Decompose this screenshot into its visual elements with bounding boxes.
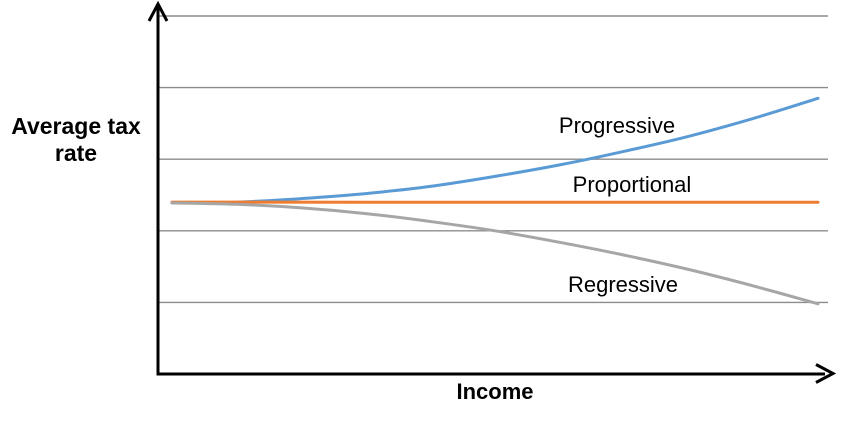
curve-label-progressive: Progressive [558,113,676,138]
curve-label-proportional: Proportional [572,172,692,197]
series-line-progressive [170,96,820,205]
gridlines [158,15,828,304]
axes [147,0,837,384]
x-axis-arrowhead-icon [815,363,837,384]
series-line-regressive [170,201,820,306]
y-axis-label: Average tax rate [11,113,141,166]
axis-lines [156,7,825,376]
curve-label-regressive: Regressive [567,272,679,297]
x-axis-label: Income [456,379,534,404]
y-axis-arrowhead-icon [147,0,169,22]
